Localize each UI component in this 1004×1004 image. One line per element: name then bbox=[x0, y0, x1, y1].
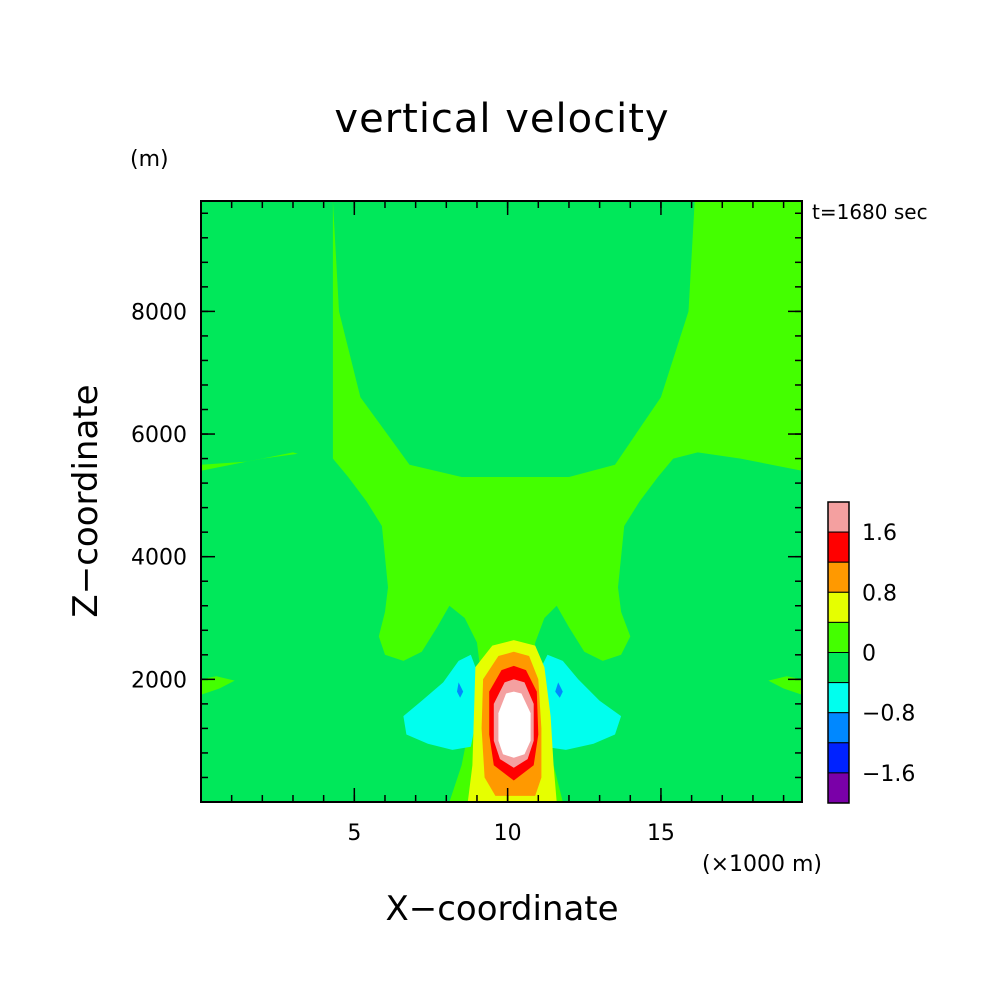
contour-region-updraft-core bbox=[498, 691, 531, 758]
x-tick-label: 5 bbox=[347, 821, 361, 846]
colorbar-swatch bbox=[827, 682, 850, 714]
chart-title: vertical velocity bbox=[334, 96, 669, 142]
colorbar-swatch bbox=[827, 561, 850, 593]
axis-ticks: 5 10 15 2000 4000 6000 8000 bbox=[131, 201, 802, 846]
contour-region-right-blue-core bbox=[555, 682, 563, 698]
x-tick-label: 10 bbox=[494, 821, 522, 846]
colorbar-swatch bbox=[827, 621, 850, 654]
colorbar: 1.6 0.8 0 −0.8 −1.6 bbox=[827, 501, 915, 804]
contour-region-left-cyan-downdraft bbox=[403, 654, 480, 750]
y-tick-label: 2000 bbox=[131, 668, 187, 693]
colorbar-tick-label: 1.6 bbox=[862, 521, 897, 546]
colorbar-tick-label: −0.8 bbox=[862, 702, 915, 727]
contour-region-left-downdraft bbox=[201, 201, 333, 465]
time-label: t=1680 sec bbox=[812, 200, 928, 224]
x-tick-label: 15 bbox=[647, 821, 675, 846]
colorbar-tick-label: 0.8 bbox=[862, 581, 897, 606]
y-tick-label: 6000 bbox=[131, 423, 187, 448]
contour-region-left-blue-core bbox=[457, 682, 464, 698]
y-tick-label: 4000 bbox=[131, 546, 187, 571]
contour-region-upper-downdraft bbox=[332, 201, 695, 477]
y-axis-unit: (m) bbox=[130, 147, 169, 172]
x-axis-title: X−coordinate bbox=[385, 889, 618, 929]
colorbar-tick-label: 0 bbox=[862, 642, 876, 667]
x-axis-unit: (×1000 m) bbox=[702, 852, 822, 877]
colorbar-swatch bbox=[827, 591, 850, 623]
plot-area bbox=[200, 200, 803, 803]
colorbar-swatch bbox=[827, 742, 850, 774]
colorbar-swatch bbox=[827, 501, 850, 533]
colorbar-tick-label: −1.6 bbox=[862, 762, 915, 787]
colorbar-swatch bbox=[827, 652, 850, 684]
colorbar-frame bbox=[827, 501, 850, 804]
colorbar-swatch bbox=[827, 772, 850, 804]
colorbar-swatch bbox=[827, 712, 850, 744]
colorbar-swatch bbox=[827, 531, 850, 563]
y-axis-title: Z−coordinate bbox=[66, 384, 106, 617]
y-tick-label: 8000 bbox=[131, 300, 187, 325]
contour-region-right-cyan-downdraft bbox=[535, 654, 622, 750]
plot-frame bbox=[200, 200, 803, 803]
